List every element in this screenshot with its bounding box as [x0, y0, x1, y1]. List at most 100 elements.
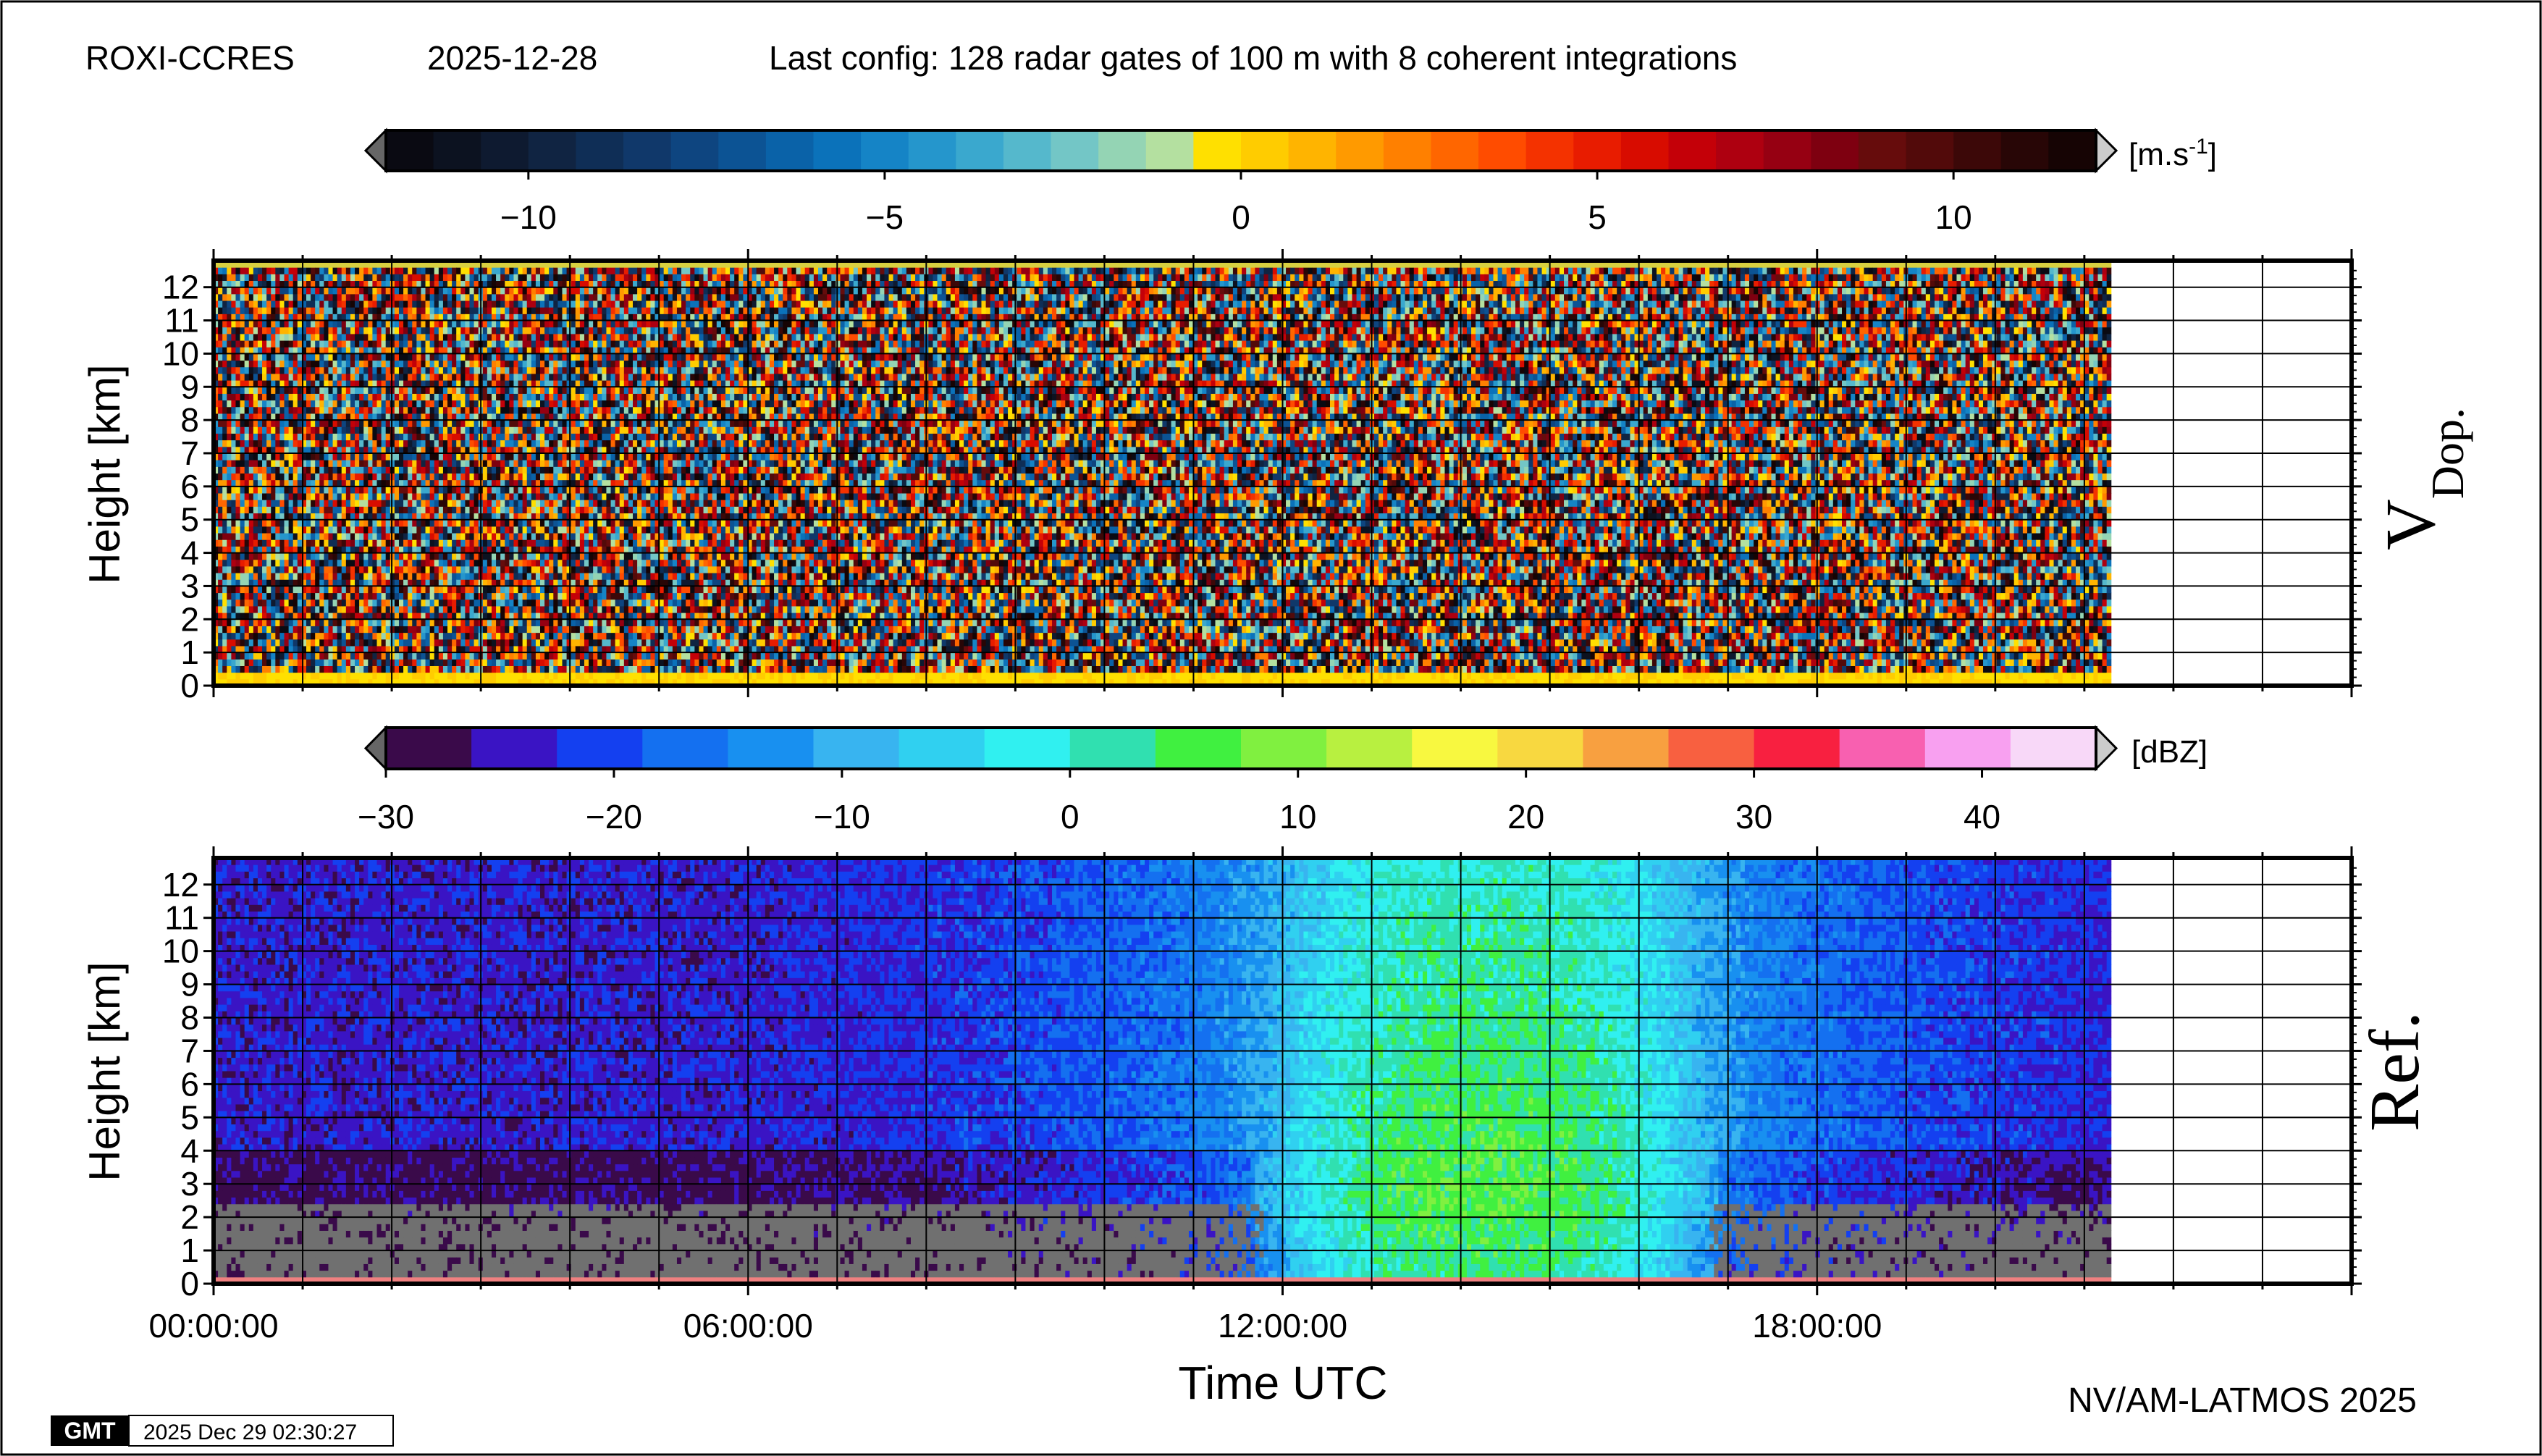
velocity-panel-cell: [285, 433, 290, 440]
velocity-panel-cell: [262, 287, 267, 295]
velocity-panel-cell: [289, 294, 294, 301]
velocity-panel-cell: [271, 599, 276, 607]
velocity-panel-cell: [285, 506, 290, 513]
velocity-panel-cell: [311, 606, 316, 613]
velocity-panel-cell: [293, 340, 298, 348]
velocity-panel-cell: [222, 426, 227, 434]
velocity-panel-cell: [328, 520, 333, 527]
velocity-panel-cell: [271, 374, 276, 381]
velocity-panel-cell: [222, 361, 227, 368]
velocity-panel-cell: [289, 533, 294, 540]
velocity-panel-cell: [218, 374, 223, 381]
velocity-panel-cell: [319, 639, 324, 647]
velocity-panel-cell: [285, 267, 290, 274]
velocity-panel-cell: [324, 566, 329, 573]
velocity-panel-cell: [271, 466, 276, 474]
velocity-panel-cell: [279, 440, 285, 447]
velocity-panel-cell: [285, 287, 290, 295]
velocity-panel-cell: [271, 553, 276, 560]
velocity-panel-cell: [262, 393, 267, 400]
velocity-panel-cell: [218, 586, 223, 593]
velocity-panel-cell: [271, 340, 276, 348]
velocity-panel-cell: [311, 599, 316, 607]
velocity-panel-cell: [258, 294, 263, 301]
velocity-panel-cell: [240, 560, 245, 567]
velocity-panel-cell: [279, 267, 285, 274]
velocity-panel-cell: [293, 274, 298, 281]
velocity-panel-cell: [227, 673, 232, 680]
velocity-panel-cell: [231, 321, 236, 328]
velocity-panel-cell: [245, 321, 250, 328]
velocity-panel-cell: [222, 353, 227, 361]
velocity-panel-cell: [279, 274, 285, 281]
velocity-panel-cell: [262, 400, 267, 408]
velocity-panel-cell: [253, 599, 258, 607]
velocity-panel-cell: [231, 433, 236, 440]
velocity-panel-cell: [253, 573, 258, 580]
velocity-panel-cell: [227, 606, 232, 613]
velocity-panel-cell: [271, 539, 276, 547]
velocity-panel-cell: [271, 593, 276, 600]
velocity-panel-cell: [275, 361, 280, 368]
velocity-panel-cell: [289, 673, 294, 680]
velocity-panel-cell: [298, 586, 303, 593]
velocity-panel-cell: [218, 361, 223, 368]
velocity-panel-cell: [306, 387, 311, 394]
velocity-panel-cell: [245, 474, 250, 481]
velocity-panel-cell: [258, 500, 263, 507]
velocity-panel-cell: [319, 327, 324, 334]
velocity-panel-cell: [258, 553, 263, 560]
velocity-panel-cell: [306, 560, 311, 567]
velocity-panel-cell: [289, 274, 294, 281]
velocity-colorbar-tick-label: −5: [866, 198, 904, 236]
velocity-panel-cell: [253, 619, 258, 626]
velocity-panel-cell: [315, 526, 320, 534]
velocity-panel-cell: [240, 460, 245, 467]
velocity-colorbar-swatch: [434, 130, 481, 171]
velocity-panel-cell: [258, 274, 263, 281]
velocity-panel-cell: [253, 506, 258, 513]
velocity-panel-cell: [328, 321, 333, 328]
velocity-panel-cell: [227, 599, 232, 607]
velocity-panel-cell: [262, 593, 267, 600]
velocity-panel-cell: [249, 673, 254, 680]
velocity-panel-cell: [262, 606, 267, 613]
velocity-panel-cell: [298, 321, 303, 328]
velocity-panel-cell: [262, 334, 267, 341]
velocity-panel-cell: [275, 593, 280, 600]
velocity-panel-cell: [235, 619, 240, 626]
velocity-panel-cell: [311, 453, 316, 460]
velocity-panel-cell: [266, 274, 272, 281]
velocity-panel-cell: [328, 573, 333, 580]
velocity-panel-cell: [222, 493, 227, 500]
velocity-panel-cell: [262, 426, 267, 434]
velocity-panel-cell: [289, 460, 294, 467]
velocity-panel-cell: [227, 374, 232, 381]
velocity-panel-cell: [266, 506, 272, 513]
velocity-panel-cell: [324, 353, 329, 361]
velocity-panel-cell: [222, 433, 227, 440]
velocity-panel-cell: [306, 361, 311, 368]
velocity-panel-cell: [279, 453, 285, 460]
velocity-panel-cell: [253, 633, 258, 640]
velocity-panel-cell: [319, 665, 324, 673]
velocity-panel-cell: [218, 407, 223, 414]
velocity-panel-cell: [271, 367, 276, 374]
velocity-panel-cell: [227, 500, 232, 507]
velocity-panel-cell: [240, 374, 245, 381]
velocity-panel-cell: [240, 500, 245, 507]
velocity-panel-cell: [218, 426, 223, 434]
velocity-panel-cell: [253, 294, 258, 301]
velocity-panel-cell: [324, 573, 329, 580]
velocity-panel-cell: [231, 393, 236, 400]
velocity-panel-cell: [315, 340, 320, 348]
velocity-panel-cell: [222, 321, 227, 328]
velocity-panel-cell: [253, 407, 258, 414]
velocity-colorbar-swatch: [1384, 130, 1431, 171]
velocity-panel-cell: [266, 460, 272, 467]
velocity-panel-cell: [279, 433, 285, 440]
velocity-panel-cell: [328, 440, 333, 447]
velocity-panel-cell: [289, 400, 294, 408]
velocity-panel-cell: [245, 487, 250, 494]
velocity-panel-cell: [266, 553, 272, 560]
